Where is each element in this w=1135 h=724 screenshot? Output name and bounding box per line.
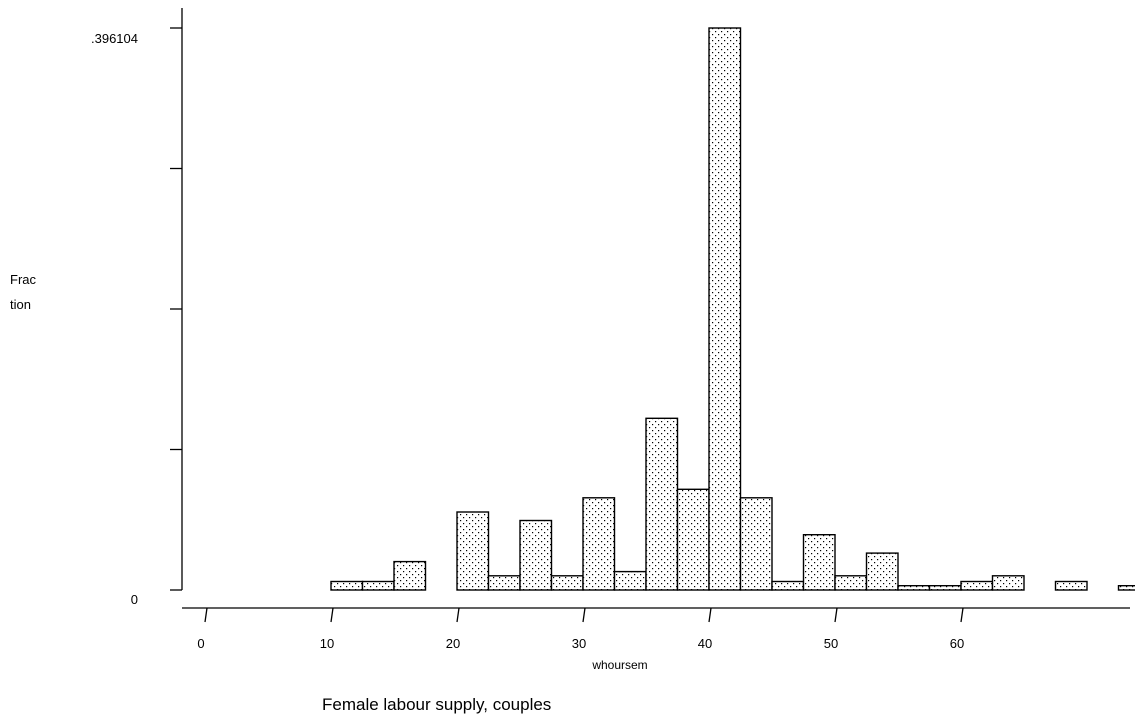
x-axis-tick xyxy=(204,607,208,623)
x-axis-tick-label: 60 xyxy=(950,636,964,651)
x-axis-tick-label: 50 xyxy=(824,636,838,651)
x-axis-label: whoursem xyxy=(591,658,647,672)
y-axis-max-label: .396104 xyxy=(91,31,138,46)
histogram-bar xyxy=(550,575,584,591)
x-axis-tick-label: 0 xyxy=(197,636,204,651)
x-axis-tick-label: 10 xyxy=(320,636,334,651)
x-axis-tick xyxy=(834,607,838,623)
ticks: 0 10 20 30 40 50 60 xyxy=(170,27,964,651)
histogram-bar xyxy=(897,585,931,591)
x-axis-tick xyxy=(330,607,334,623)
x-axis-tick-label: 40 xyxy=(698,636,712,651)
x-axis-tick xyxy=(708,607,712,623)
histogram-bar xyxy=(991,575,1025,591)
histogram-bar xyxy=(739,497,773,591)
histogram-bar xyxy=(393,560,427,591)
x-axis-tick-label: 30 xyxy=(572,636,586,651)
histogram-bar xyxy=(330,580,364,591)
x-axis-tick xyxy=(456,607,460,623)
histogram-bar xyxy=(487,575,521,591)
y-axis-label-line-2: tion xyxy=(10,297,31,312)
histogram-bar xyxy=(676,488,710,591)
histogram-bar xyxy=(613,570,647,591)
histogram-bar xyxy=(519,519,553,591)
histogram-bar xyxy=(708,27,742,591)
histogram-bar xyxy=(1117,585,1135,591)
x-axis-tick xyxy=(960,607,964,623)
y-axis-label-line-1: Frac xyxy=(10,272,37,287)
y-axis-zero-label: 0 xyxy=(131,592,138,607)
x-axis-tick xyxy=(582,607,586,623)
histogram-bar xyxy=(928,585,962,591)
x-axis-tick-label: 20 xyxy=(446,636,460,651)
histogram-bar xyxy=(1054,580,1088,591)
histogram-bar xyxy=(771,580,805,591)
chart-caption: Female labour supply, couples xyxy=(322,695,552,714)
axes xyxy=(181,8,1130,609)
histogram-bar xyxy=(582,497,616,591)
histogram-bar xyxy=(960,580,994,591)
histogram-bars xyxy=(330,27,1135,591)
histogram-bar xyxy=(834,575,868,591)
histogram-bar xyxy=(802,534,836,591)
histogram-bar xyxy=(865,552,899,591)
histogram-bar xyxy=(456,511,490,591)
histogram-bar xyxy=(361,580,395,591)
histogram-bar xyxy=(645,417,679,591)
